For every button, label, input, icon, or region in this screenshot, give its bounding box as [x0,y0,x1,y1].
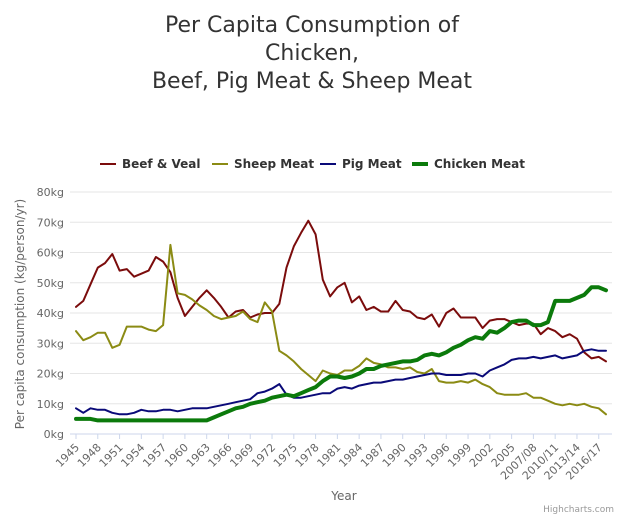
series-line-beef-veal[interactable] [75,219,607,363]
series-line-chicken-meat[interactable] [74,285,608,423]
chart-title-line-1: Per Capita Consumption of [165,13,460,38]
x-tick-label: 1954 [118,441,147,470]
y-tick-label: 60kg [37,247,64,260]
x-tick-label: 1999 [445,441,474,470]
legend-item[interactable]: Sheep Meat [212,157,314,171]
chart-title-line-3: Beef, Pig Meat & Sheep Meat [152,69,472,94]
x-tick-label: 1978 [293,441,322,470]
x-tick-label: 1972 [249,441,278,470]
series-lines [74,219,608,423]
legend-label: Pig Meat [342,157,402,171]
legend-item[interactable]: Pig Meat [320,157,402,171]
x-tick-label: 1990 [380,441,409,470]
y-tick-label: 50kg [37,277,64,290]
x-tick-label: 1951 [97,441,126,470]
y-axis-title: Per capita consumption (kg/person/yr) [13,199,27,429]
x-tick-label: 1993 [402,441,431,470]
gridlines [70,191,612,435]
x-tick-label: 1987 [358,441,387,470]
x-tick-label: 2002 [467,441,496,470]
x-axis-title: Year [330,489,356,503]
legend-item[interactable]: Chicken Meat [412,157,525,171]
x-axis-ticks: 1945194819511954195719601963196619691972… [53,434,605,482]
chart-title: Per Capita Consumption of Chicken, Beef,… [152,13,472,94]
x-tick-label: 1969 [227,441,256,470]
x-tick-label: 1996 [423,441,452,470]
x-tick-label: 1948 [75,441,104,470]
y-tick-label: 0kg [44,428,64,441]
y-tick-label: 30kg [37,337,64,350]
x-tick-label: 1981 [314,441,343,470]
credits[interactable]: Highcharts.com [543,505,614,515]
x-tick-label: 1957 [140,441,169,470]
y-tick-label: 10kg [37,398,64,411]
x-tick-label: 1963 [184,441,213,470]
y-axis-ticks: 0kg 10kg 20kg 30kg 40kg 50kg 60kg 70kg 80kg [37,186,64,441]
y-tick-label: 70kg [37,216,64,229]
legend-label: Chicken Meat [434,157,525,171]
x-tick-label: 1945 [53,441,82,470]
series-line-pig-meat[interactable] [75,348,607,416]
series-line-sheep-meat[interactable] [75,243,607,416]
legend-label: Sheep Meat [234,157,314,171]
legend-label: Beef & Veal [122,157,200,171]
x-tick-label: 1960 [162,441,191,470]
y-tick-label: 80kg [37,186,64,199]
x-tick-label: 1966 [206,441,235,470]
chart-title-line-2: Chicken, [265,41,359,66]
legend: Beef & Veal Sheep Meat Pig Meat Chicken Mea… [100,157,525,171]
x-tick-label: 1975 [271,441,300,470]
y-tick-label: 20kg [37,368,64,381]
legend-item[interactable]: Beef & Veal [100,157,200,171]
y-tick-label: 40kg [37,307,64,320]
x-tick-label: 1984 [336,441,365,470]
